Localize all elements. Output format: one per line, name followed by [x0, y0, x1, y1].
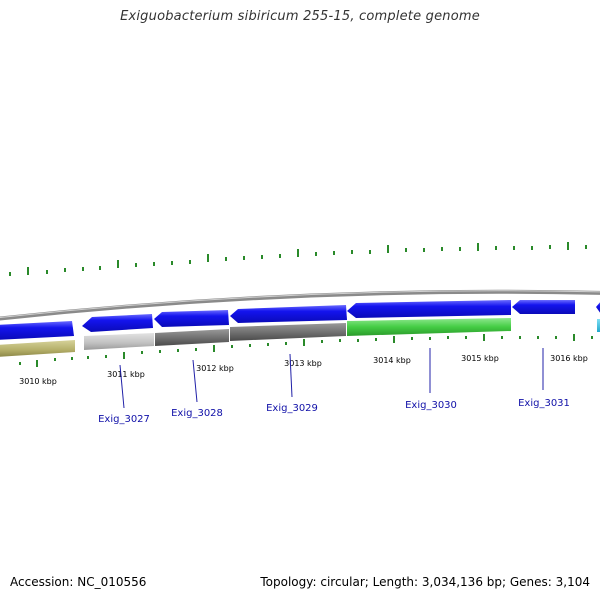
gene-leaders: [119, 348, 544, 409]
gene-label-exig-3028[interactable]: Exig_3028: [171, 408, 223, 419]
gene-arrow-exig-3029[interactable]: [230, 305, 347, 323]
category-segment-cyan: [597, 319, 600, 332]
gene-arrow-exig-3030[interactable]: [347, 300, 511, 318]
gene-arrow-exig-3027[interactable]: [82, 314, 153, 332]
axis-label-3013: 3013 kbp: [284, 359, 322, 368]
gene-label-exig-3027[interactable]: Exig_3027: [98, 414, 150, 425]
genome-summary-text: Topology: circular; Length: 3,034,136 bp…: [260, 575, 590, 589]
genome-backbone: [0, 289, 600, 321]
axis-label-3015: 3015 kbp: [461, 354, 499, 363]
axis-ticks: [19, 334, 593, 367]
axis-label-3011: 3011 kbp: [107, 370, 145, 379]
gene-label-exig-3030[interactable]: Exig_3030: [405, 400, 457, 411]
leader-line-exig-3029: [289, 353, 293, 398]
category-segment-dark-gray: [230, 323, 346, 341]
axis-label-3012: 3012 kbp: [196, 364, 234, 373]
leader-line-exig-3028: [192, 359, 198, 403]
axis-label-3010: 3010 kbp: [19, 377, 57, 386]
gene-label-exig-3029[interactable]: Exig_3029: [266, 403, 318, 414]
category-track: [0, 318, 600, 357]
axis-label-3016: 3016 kbp: [550, 354, 588, 363]
axis-label-3014: 3014 kbp: [373, 356, 411, 365]
accession-text: Accession: NC_010556: [10, 575, 147, 589]
gene-arrow-exig-3028[interactable]: [154, 310, 229, 327]
gene-arrow[interactable]: [0, 321, 74, 340]
category-segment-green: [347, 318, 511, 336]
category-segment-light-gray: [84, 333, 154, 350]
gene-labels: Exig_3027 Exig_3028 Exig_3029 Exig_3030 …: [98, 398, 570, 425]
page-title: Exiguobacterium sibiricum 255-15, comple…: [120, 9, 480, 24]
category-segment-olive: [0, 340, 75, 357]
gene-track-blue: [0, 300, 600, 340]
gene-arrow-partial[interactable]: [596, 301, 600, 314]
gene-label-exig-3031[interactable]: Exig_3031: [518, 398, 570, 409]
genome-backbone-highlight: [0, 290, 600, 318]
gene-arrow-exig-3031[interactable]: [512, 300, 575, 314]
leader-line-exig-3027: [119, 364, 125, 409]
category-segment-dark-gray: [155, 329, 229, 346]
gc-skew-track: [9, 242, 587, 276]
axis-labels: 3010 kbp 3011 kbp 3012 kbp 3013 kbp 3014…: [19, 354, 588, 386]
